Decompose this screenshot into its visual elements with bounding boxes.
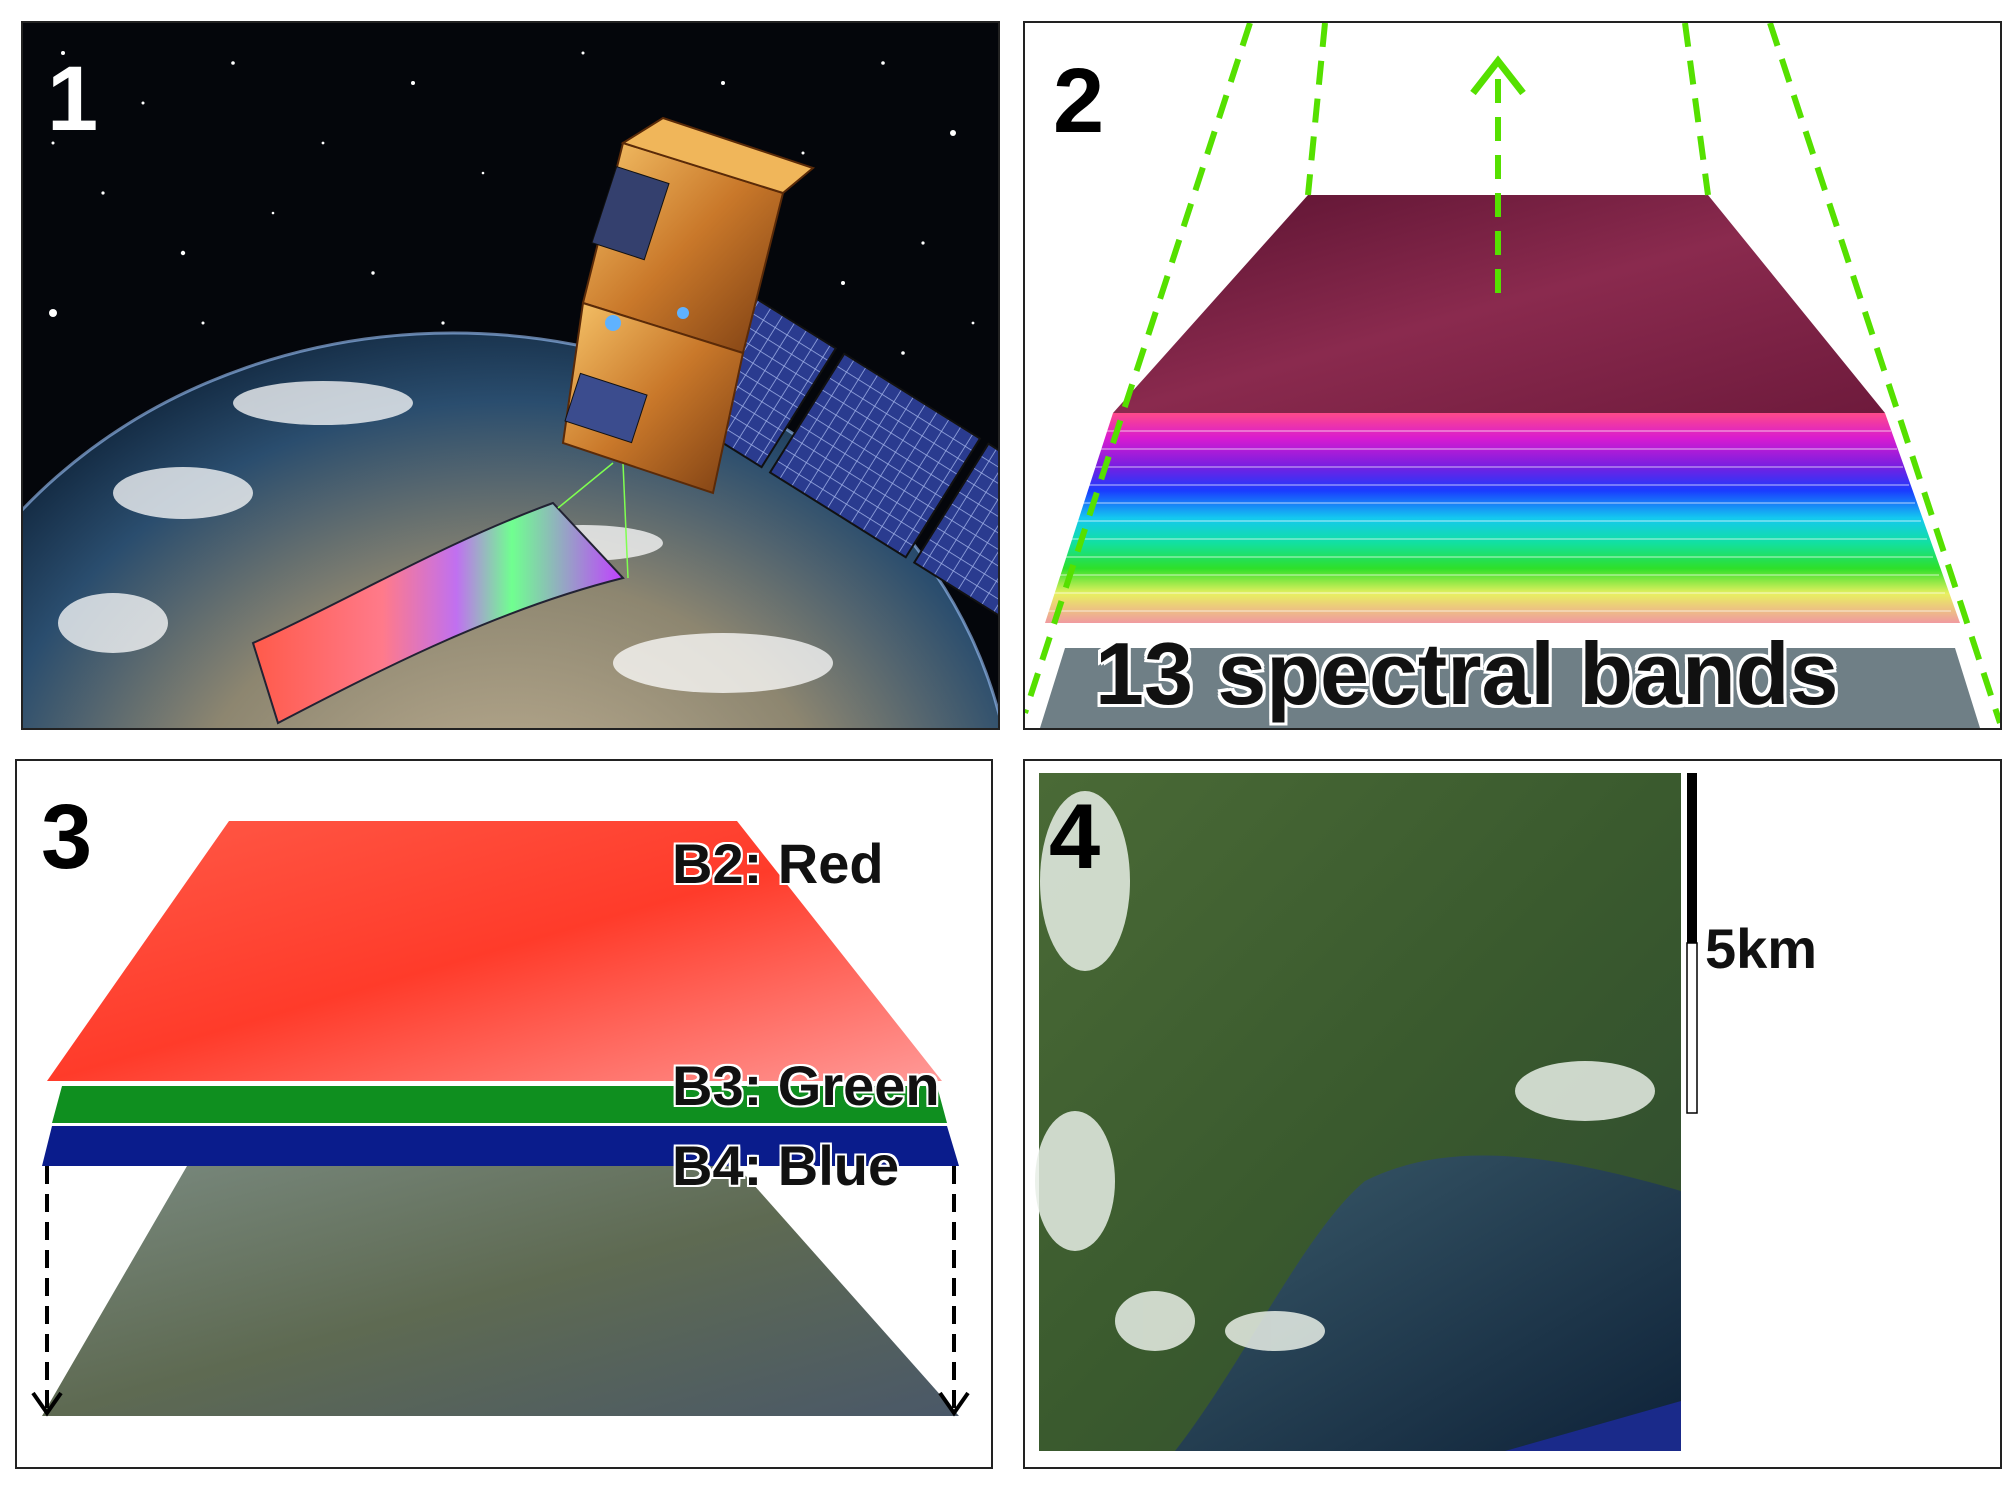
top-band-scene bbox=[1113, 195, 1885, 413]
band-label-blue: B4: Blue bbox=[672, 1134, 900, 1197]
projection-lines bbox=[1025, 23, 2000, 724]
true-color-image bbox=[1035, 773, 1698, 1451]
sensor-rays bbox=[557, 462, 629, 579]
spectral-bands-label: 13 spectral bands bbox=[1095, 624, 1839, 723]
green-band-layer bbox=[52, 1086, 947, 1123]
panel-number-1: 1 bbox=[47, 48, 99, 150]
blue-band-layer bbox=[42, 1126, 959, 1166]
panel-spectral-bands: 2 13 spectral bands bbox=[1023, 21, 2002, 730]
band-label-green: B3: Green bbox=[672, 1054, 940, 1117]
panel-satellite: 1 bbox=[21, 21, 1000, 730]
satellite-icon bbox=[561, 116, 816, 495]
cloud-patches bbox=[1035, 791, 1655, 1351]
satellite-scene bbox=[23, 23, 998, 728]
panel-true-color-image: 4 5km bbox=[1023, 759, 2002, 1469]
arrow-up-icon bbox=[1470, 55, 1526, 96]
band-label-red: B2: Red bbox=[672, 832, 884, 895]
panel-number-4: 4 bbox=[1049, 786, 1101, 888]
imaging-swath bbox=[251, 501, 625, 725]
scale-bar-icon bbox=[1686, 773, 1698, 1114]
arrow-down-icon bbox=[938, 1391, 970, 1417]
red-band-layer bbox=[47, 821, 942, 1081]
panel-number-2: 2 bbox=[1053, 50, 1105, 152]
rgb-layers bbox=[31, 821, 970, 1417]
scale-label: 5km bbox=[1705, 917, 1818, 980]
spectral-band-layers bbox=[1045, 413, 1960, 623]
panel-rgb-composite: 3 B2: Red B3: Green B4: Blue bbox=[15, 759, 993, 1469]
band-stack bbox=[1025, 23, 2000, 728]
arrow-down-icon bbox=[31, 1391, 63, 1417]
sea-area bbox=[1175, 1155, 1681, 1451]
panel-number-3: 3 bbox=[41, 786, 93, 888]
natural-color-scene bbox=[42, 1166, 959, 1416]
stars bbox=[49, 51, 975, 355]
